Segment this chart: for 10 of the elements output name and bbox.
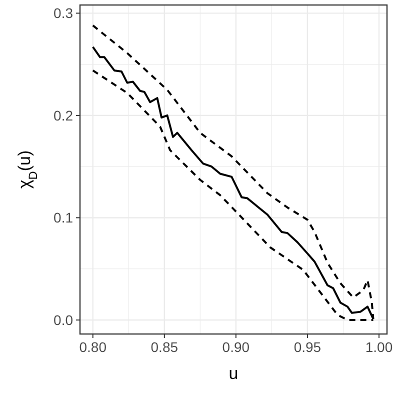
x-tick-label: 1.00 bbox=[365, 339, 393, 355]
y-tick-label: 0.1 bbox=[54, 210, 74, 226]
x-axis-title: u bbox=[228, 364, 238, 383]
y-tick-label: 0.2 bbox=[54, 107, 74, 124]
y-tick-label: 0.3 bbox=[54, 5, 74, 22]
x-tick-label: 0.95 bbox=[294, 339, 322, 355]
x-tick-label: 0.80 bbox=[79, 339, 107, 355]
x-tick-label: 0.85 bbox=[150, 339, 178, 355]
x-tick-label: 0.90 bbox=[222, 339, 250, 355]
y-tick-label: 0.0 bbox=[54, 312, 74, 328]
